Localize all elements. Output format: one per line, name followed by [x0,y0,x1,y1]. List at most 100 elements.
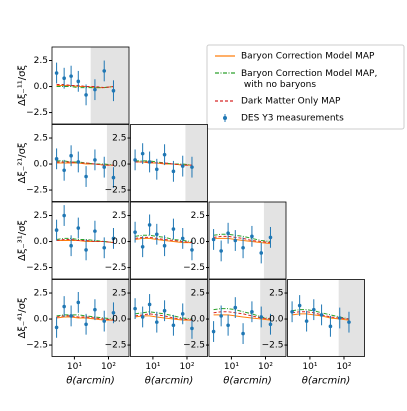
data-point [102,319,107,323]
y-tick-label: 0.0 [34,160,49,170]
data-point [211,329,216,334]
y-tick-label: 2.5 [34,289,48,299]
x-tick-label: 10² [101,362,116,372]
data-point [290,309,294,314]
legend-label: Dark Matter Only MAP [241,97,341,107]
scale-cut-shade [185,279,208,357]
data-point [319,313,324,317]
data-point [190,326,194,331]
plot-area [130,279,208,357]
y-axis-label: Δξ₋⁴¹/σξ [17,298,28,339]
data-point [328,324,333,329]
data-point [140,315,145,319]
panel-frame [208,279,287,357]
data-point [171,227,176,231]
model-line [213,235,271,244]
model-line [56,315,114,321]
data-point [250,234,254,239]
x-tick-label: 10¹ [145,362,160,372]
data-point [233,238,238,243]
legend-label: DES Y3 measurements [241,114,344,124]
plot-area [130,124,208,202]
y-tick-label: −2.5 [26,263,48,273]
data-point [111,310,116,315]
data-point [62,76,66,81]
model-line [135,313,193,321]
y-tick-label: 2.5 [191,211,205,221]
y-tick-label: 2.5 [112,211,126,221]
x-tick-label: 10² [179,362,194,372]
x-axis-label: θ(arcmin) [223,376,272,387]
y-tick-label: 0.0 [191,237,206,247]
x-axis-label: θ(arcmin) [302,376,351,387]
data-point [140,151,145,156]
model-line [213,308,271,320]
y-tick-label: −2.5 [183,341,205,351]
data-point [190,248,194,252]
model-line [56,238,114,244]
y-tick-label: 0.0 [269,315,284,325]
data-point [171,323,176,328]
data-point [102,165,107,169]
panel-frame [51,46,130,125]
model-line [135,160,193,166]
data-point [69,153,73,158]
y-tick-label: 2.5 [112,289,126,299]
model-line [135,234,193,243]
legend-box [206,44,405,130]
y-tick-label: −2.5 [183,263,205,273]
data-point [54,228,59,232]
plot-area [52,47,129,124]
x-tick-label: 10¹ [302,362,317,372]
plot-area [130,202,208,279]
data-point [233,305,238,310]
y-tick-label: 2.5 [34,211,48,221]
data-point [54,325,59,330]
data-point [69,314,73,318]
panel-frame [130,201,208,280]
model-line [135,311,193,320]
data-point [259,251,264,255]
data-point [93,87,97,92]
panel-frame [130,279,208,357]
data-point [147,160,152,164]
model-line [56,83,114,89]
x-axis-label: θ(arcmin) [66,376,115,387]
model-line [56,161,114,166]
data-point [180,236,185,241]
data-point [76,79,81,84]
model-line [135,161,192,166]
data-point [226,231,230,236]
model-line [56,314,114,320]
data-point [259,315,264,319]
y-tick-label: −2.5 [105,263,127,273]
panel-frame [51,124,130,202]
y-tick-label: 2.5 [191,289,205,299]
y-tick-label: 2.5 [34,56,48,66]
data-point [76,160,81,164]
data-point [69,74,73,78]
data-point [133,158,137,162]
x-tick-label: 10¹ [67,362,82,372]
data-point [250,309,254,314]
data-point [347,320,351,324]
panel-bg [130,202,208,279]
data-point [93,158,97,162]
data-point [337,316,342,320]
plot-area [52,279,129,357]
y-tick-label: −2.5 [105,341,127,351]
y-tick-label: −2.5 [26,108,48,118]
model-line [135,236,193,244]
data-point [76,300,81,305]
panel-frame [287,279,365,357]
y-axis-label: Δξ₋²¹/σξ [17,143,28,184]
y-tick-label: 0.0 [112,237,127,247]
model-line [292,309,350,320]
model-line [213,237,271,245]
data-point [62,304,66,309]
data-point [102,245,107,250]
data-point [311,307,316,312]
data-point [171,169,176,174]
data-point [268,235,273,240]
y-tick-label: 0.0 [34,315,49,325]
